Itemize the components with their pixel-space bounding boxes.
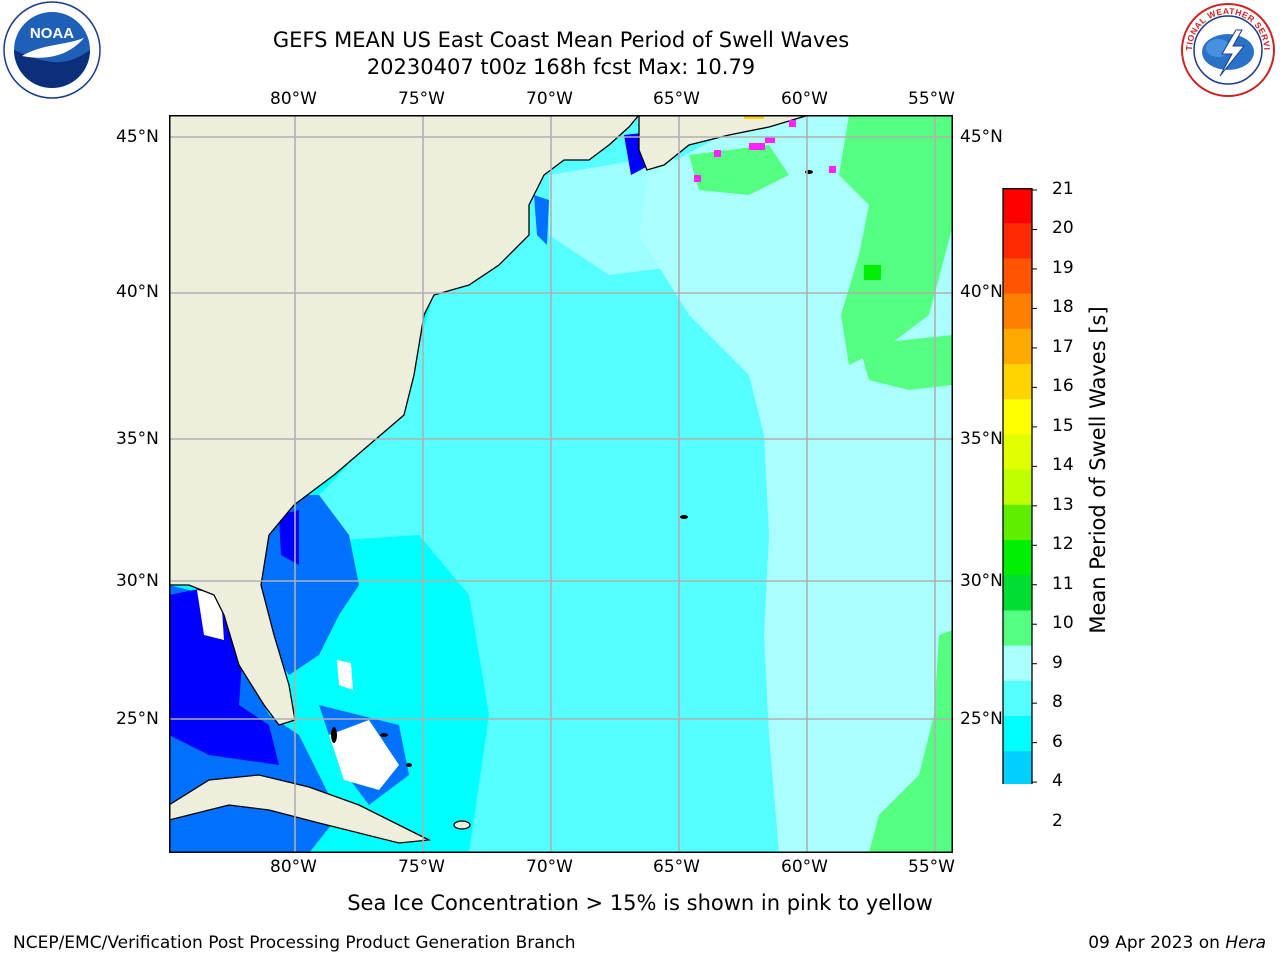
- colorbar-tick-label: 12: [1052, 534, 1074, 555]
- noaa-logo-text: NOAA: [30, 25, 74, 42]
- colorbar-tick-label: 18: [1052, 297, 1074, 318]
- colorbar-bin: [1003, 188, 1032, 224]
- swell-8-9-region: [549, 155, 729, 275]
- colorbar-bin: [1003, 293, 1032, 330]
- colorbar-tick-label: 13: [1052, 494, 1074, 515]
- island-hispaniola-tip: [453, 820, 471, 830]
- lat-label-right: 30°N: [960, 571, 1003, 591]
- lon-label-top: 65°W: [653, 89, 700, 109]
- chart-subtitle: 20230407 t00z 168h fcst Max: 10.79: [366, 55, 756, 79]
- colorbar-bin: [1003, 469, 1032, 506]
- footer-date: 09 Apr 2023 on Hera: [1088, 933, 1266, 953]
- footer-date-text: 09 Apr 2023 on: [1088, 933, 1226, 953]
- colorbar-bin: [1003, 434, 1032, 471]
- sea-ice-note: Sea Ice Concentration > 15% is shown in …: [0, 891, 1280, 915]
- swell-9-10-region: [839, 115, 953, 365]
- lon-label-top: 80°W: [270, 89, 317, 109]
- colorbar-title: Mean Period of Swell Waves [s]: [1086, 306, 1110, 634]
- lon-label-top: 70°W: [526, 89, 573, 109]
- colorbar-bin: [1003, 504, 1032, 541]
- colorbar-bin: [1003, 223, 1032, 259]
- colorbar-bin: [1003, 716, 1032, 752]
- colorbar-bin: [1003, 328, 1032, 365]
- lon-label-bottom: 75°W: [398, 857, 445, 877]
- lat-label-right: 35°N: [960, 429, 1003, 449]
- lat-label-left: 25°N: [116, 709, 159, 729]
- sea-ice-mark: [714, 150, 721, 157]
- colorbar-tick-label: 20: [1052, 218, 1074, 239]
- noaa-logo: NOAA: [2, 0, 102, 100]
- island-bahamas: [380, 733, 388, 737]
- lon-label-top: 60°W: [781, 89, 828, 109]
- colorbar-tick-label: 21: [1052, 179, 1074, 199]
- lat-label-left: 40°N: [116, 282, 159, 302]
- lat-label-right: 40°N: [960, 282, 1003, 302]
- colorbar-bin: [1003, 680, 1032, 717]
- swell-9-10-region: [859, 335, 953, 390]
- island-bahamas: [406, 763, 412, 767]
- land-maritimes: [638, 115, 810, 171]
- colorbar-bin: [1003, 364, 1032, 400]
- map-svg: [169, 115, 953, 853]
- lat-label-right: 25°N: [960, 709, 1003, 729]
- colorbar-tick-label: 4: [1052, 771, 1063, 792]
- map-border: [169, 115, 953, 853]
- lon-label-bottom: 55°W: [908, 857, 955, 877]
- lat-label-left: 30°N: [116, 571, 159, 591]
- colorbar-bin: [1003, 399, 1032, 435]
- land-north-america: [169, 115, 640, 726]
- swell-below-2-region: [169, 585, 279, 765]
- lon-label-bottom: 60°W: [781, 857, 828, 877]
- colorbar-bin: [1003, 645, 1032, 682]
- swell-2-4-band: [534, 195, 549, 245]
- masked-shallow-area: [329, 720, 399, 790]
- map-gridlines: [169, 115, 953, 853]
- colorbar-tick-label: 6: [1052, 731, 1063, 752]
- colorbar-bin: [1003, 540, 1032, 576]
- colorbar-bin: [1003, 575, 1032, 611]
- land-cuba: [169, 774, 432, 844]
- colorbar: [1001, 188, 1038, 852]
- colorbar-tick-label: 17: [1052, 336, 1074, 357]
- swell-9-10-region: [869, 630, 953, 853]
- island-bahamas: [331, 727, 337, 743]
- nws-logo: NATIONAL WEATHER SERVICE: [1175, 0, 1278, 100]
- colorbar-tick-label: 15: [1052, 415, 1074, 436]
- sea-ice-mark: [789, 120, 796, 127]
- lat-label-left: 35°N: [116, 429, 159, 449]
- sea-ice-mark: [829, 166, 836, 173]
- lat-label-right: 45°N: [960, 127, 1003, 147]
- masked-shallow-area: [337, 660, 353, 690]
- colorbar-tick-label: 11: [1052, 573, 1074, 594]
- colorbar-tick-label: 10: [1052, 613, 1074, 634]
- sea-ice-mark: [694, 175, 701, 182]
- colorbar-bin: [1003, 610, 1032, 647]
- sea-ice-mark: [744, 115, 764, 119]
- island-bermuda: [680, 515, 688, 519]
- footer-host: Hera: [1225, 933, 1266, 953]
- lon-label-bottom: 80°W: [270, 857, 317, 877]
- lon-label-bottom: 70°W: [526, 857, 573, 877]
- swell-9-10-region: [689, 145, 789, 195]
- colorbar-tick-label: 9: [1052, 652, 1063, 673]
- footer-branch: NCEP/EMC/Verification Post Processing Pr…: [13, 933, 576, 953]
- lon-label-top: 55°W: [908, 89, 955, 109]
- colorbar-tick-label: 19: [1052, 257, 1074, 278]
- colorbar-tick-label: 8: [1052, 692, 1063, 713]
- lon-label-top: 75°W: [398, 89, 445, 109]
- lat-label-left: 45°N: [116, 127, 159, 147]
- swell-10-11-patch: [864, 265, 881, 280]
- map-panel: [169, 115, 953, 853]
- sea-ice-note-text: Sea Ice Concentration > 15% is shown in …: [347, 891, 933, 915]
- lon-label-bottom: 65°W: [653, 857, 700, 877]
- sea-ice-mark: [749, 143, 765, 150]
- chart-title: GEFS MEAN US East Coast Mean Period of S…: [272, 28, 850, 52]
- sea-ice-mark: [765, 137, 775, 143]
- colorbar-tick-label: 14: [1052, 455, 1074, 476]
- swell-below-2-region: [279, 510, 299, 565]
- colorbar-tick-label: 2: [1052, 810, 1063, 831]
- colorbar-tick-label: 16: [1052, 376, 1074, 397]
- colorbar-bin: [1003, 751, 1032, 787]
- colorbar-bin: [1003, 258, 1032, 295]
